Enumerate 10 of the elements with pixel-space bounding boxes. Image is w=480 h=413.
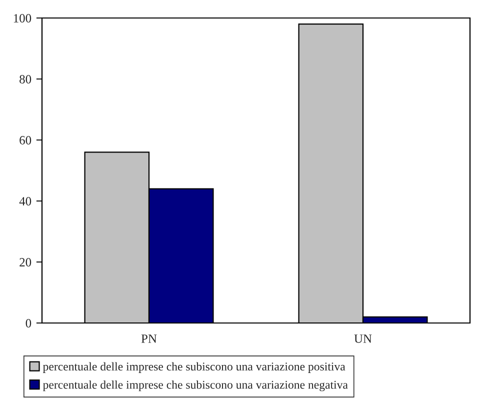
y-tick-label: 0: [26, 319, 32, 328]
y-tick-label: 20: [20, 258, 32, 266]
x-tick-label: UN: [354, 334, 372, 343]
legend-label: percentuale delle imprese che subiscono una variazione negativa: [42, 380, 348, 392]
y-tick-label: 40: [19, 197, 32, 206]
legend-label: percentuale delle imprese che subiscono una variazione positiva: [42, 362, 346, 373]
y-tick-label: 100: [14, 14, 32, 22]
y-tick-label: 60: [20, 136, 32, 144]
x-tick-label: PN: [141, 334, 157, 343]
y-tick-label: 80: [20, 75, 32, 84]
